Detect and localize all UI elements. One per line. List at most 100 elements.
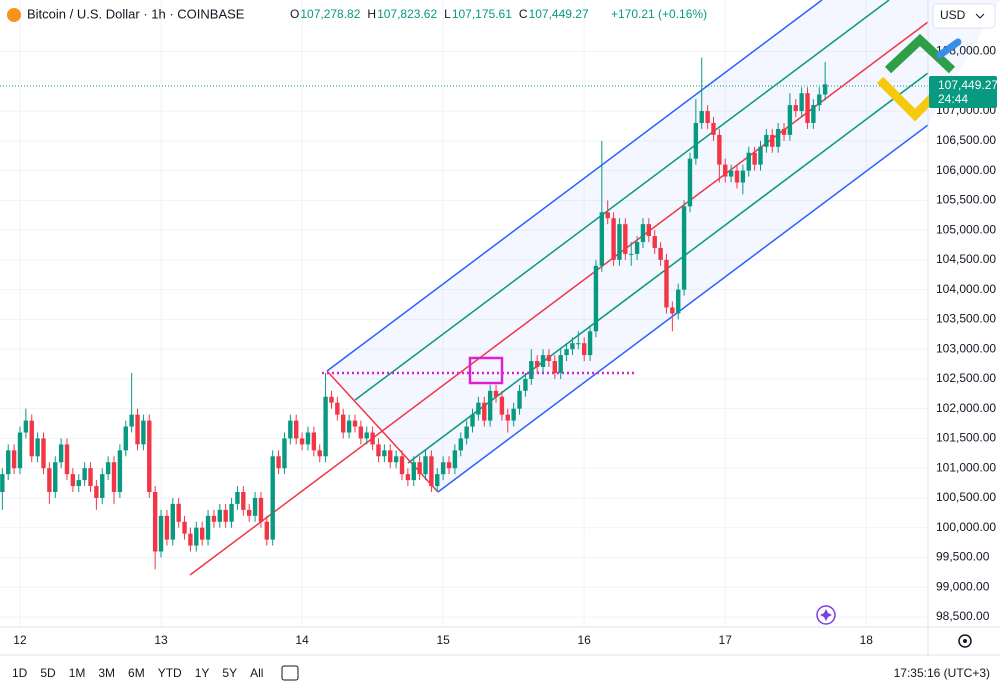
candle-body: [335, 402, 340, 415]
candle-body: [429, 456, 434, 487]
date-range-button[interactable]: [281, 665, 299, 681]
range-button[interactable]: 6M: [128, 666, 145, 680]
candle-body: [223, 509, 228, 522]
candle-body: [605, 212, 610, 219]
pitchfork-inner-upper: [354, 0, 890, 401]
candle-body: [205, 515, 211, 540]
candle-body: [176, 503, 181, 522]
candle-body: [299, 438, 305, 445]
candle-body: [640, 224, 646, 243]
y-tick-label: 105,000.00: [936, 222, 996, 236]
candle-body: [158, 515, 164, 552]
y-tick-label: 104,000.00: [936, 282, 996, 296]
candle-body: [6, 450, 11, 475]
candle-body: [364, 432, 369, 439]
candle-body: [311, 432, 317, 451]
candle-body: [423, 456, 428, 475]
pitchfork-fill: [327, 0, 1000, 492]
candle-body: [499, 396, 505, 415]
candle-body: [393, 456, 399, 463]
candle-body: [540, 355, 546, 368]
pitchfork-lower: [437, 124, 929, 493]
currency-button[interactable]: [932, 3, 996, 29]
candle-body: [76, 480, 81, 487]
candle-body: [487, 390, 493, 421]
candle-body: [822, 84, 828, 95]
change: +170.21 (+0.16%): [611, 7, 707, 21]
plot-area: [0, 0, 1000, 627]
candle-body: [581, 343, 587, 356]
range-button[interactable]: All: [250, 666, 263, 680]
candle-body: [258, 497, 264, 522]
range-button[interactable]: 3M: [98, 666, 115, 680]
range-button[interactable]: 5D: [40, 666, 56, 680]
candle-body: [687, 158, 693, 207]
settings-dot: [963, 639, 967, 643]
candle-body: [452, 450, 458, 469]
candle-body: [17, 432, 23, 469]
candle-body: [282, 438, 287, 469]
candle-body: [476, 402, 481, 415]
legend-value: 107,823.62: [377, 7, 437, 21]
y-tick-label: 103,500.00: [936, 312, 996, 326]
candle-body: [552, 361, 558, 373]
candle-body: [646, 224, 652, 237]
coin-icon: [7, 8, 21, 22]
candle-body: [229, 503, 234, 522]
candle-body: [676, 289, 681, 314]
y-tick-label: 103,000.00: [936, 341, 996, 355]
clock: 17:35:16 (UTC+3): [894, 666, 990, 680]
range-button[interactable]: 5Y: [222, 666, 237, 680]
candle-body: [264, 521, 270, 540]
range-button[interactable]: YTD: [158, 666, 182, 680]
currency[interactable]: USD: [940, 8, 966, 22]
range-button[interactable]: 1M: [69, 666, 86, 680]
y-tick-label: 104,500.00: [936, 252, 996, 266]
logo-accent: [936, 38, 962, 59]
range-button[interactable]: 1Y: [195, 666, 210, 680]
candle-body: [188, 533, 193, 546]
y-tick-label: 101,500.00: [936, 431, 996, 445]
candle-body: [288, 420, 293, 439]
candle-body: [246, 509, 252, 516]
legend-value: 107,175.61: [452, 7, 512, 21]
candle-body: [576, 343, 581, 345]
candle-body: [135, 414, 140, 445]
candle-body: [770, 134, 775, 147]
candle-body: [587, 331, 593, 356]
candle-body: [728, 170, 734, 177]
candle-body: [329, 396, 334, 403]
settings-button[interactable]: [958, 634, 972, 648]
range-button[interactable]: 1D: [12, 666, 28, 680]
candle-body: [370, 432, 375, 445]
last-price-tag: [929, 76, 997, 108]
ai-button[interactable]: [816, 605, 836, 625]
highlight-box: [468, 356, 504, 385]
candle-body: [147, 420, 152, 493]
candle-body: [746, 152, 751, 171]
x-tick-label: 18: [860, 633, 874, 647]
candle-body: [346, 420, 352, 433]
candle-body: [217, 509, 223, 522]
candle-body: [58, 444, 64, 463]
candle-body: [570, 343, 575, 350]
candle-body: [811, 105, 816, 123]
candle-body: [470, 414, 475, 427]
legend-key: H: [367, 7, 376, 21]
ohlc-legend: O 107,278.82 H 107,823.62 L 107,175.61 C 107,44…: [290, 7, 589, 21]
ai-icon: [820, 609, 832, 621]
candle-body: [458, 438, 463, 451]
legend-value: 107,449.27: [529, 7, 589, 21]
candle-body: [111, 462, 117, 493]
candle-body: [41, 438, 46, 469]
x-tick-label: 15: [436, 633, 450, 647]
candle-body: [405, 474, 411, 481]
candle-body: [170, 503, 175, 540]
candle-body: [11, 450, 17, 469]
candle-body: [511, 408, 516, 421]
candle-body: [317, 450, 322, 457]
candle-body: [411, 462, 416, 481]
y-tick-label: 101,000.00: [936, 460, 996, 474]
candle-body: [517, 390, 522, 409]
x-tick-label: 14: [295, 633, 309, 647]
